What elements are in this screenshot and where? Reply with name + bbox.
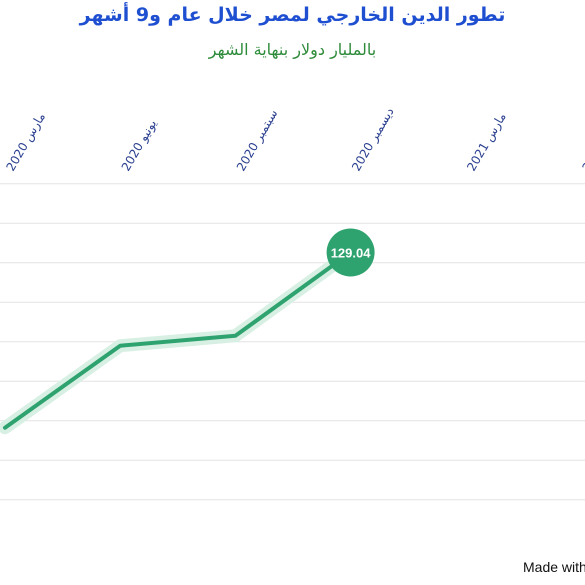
x-tick-label: مارس 2020 [3, 110, 48, 174]
x-tick-label: ديسمبر 2020 [349, 105, 397, 174]
chart-subtitle: بالمليار دولار بنهاية الشهر [208, 40, 377, 59]
series-line [3, 250, 353, 430]
x-axis-ticks: مارس 2020 يونيو 2020 سبتمبر 2020 ديسمبر 202… [3, 105, 585, 174]
x-tick-label: سبتمبر 2020 [234, 107, 281, 174]
series [0, 246, 358, 435]
x-tick-label: يونيو 2021 [579, 117, 585, 174]
chart-title: تطور الدين الخارجي لمصر خلال عام و9 أشهر [79, 4, 506, 26]
data-label-text: 129.04 [331, 245, 372, 260]
x-tick-label: يونيو 2020 [119, 117, 161, 174]
x-tick-label: مارس 2021 [464, 110, 509, 174]
data-labels: 129.04 [326, 228, 375, 277]
data-label-bubble [326, 228, 375, 277]
gridlines [0, 183, 585, 501]
credit-text[interactable]: Made with I [523, 559, 585, 575]
